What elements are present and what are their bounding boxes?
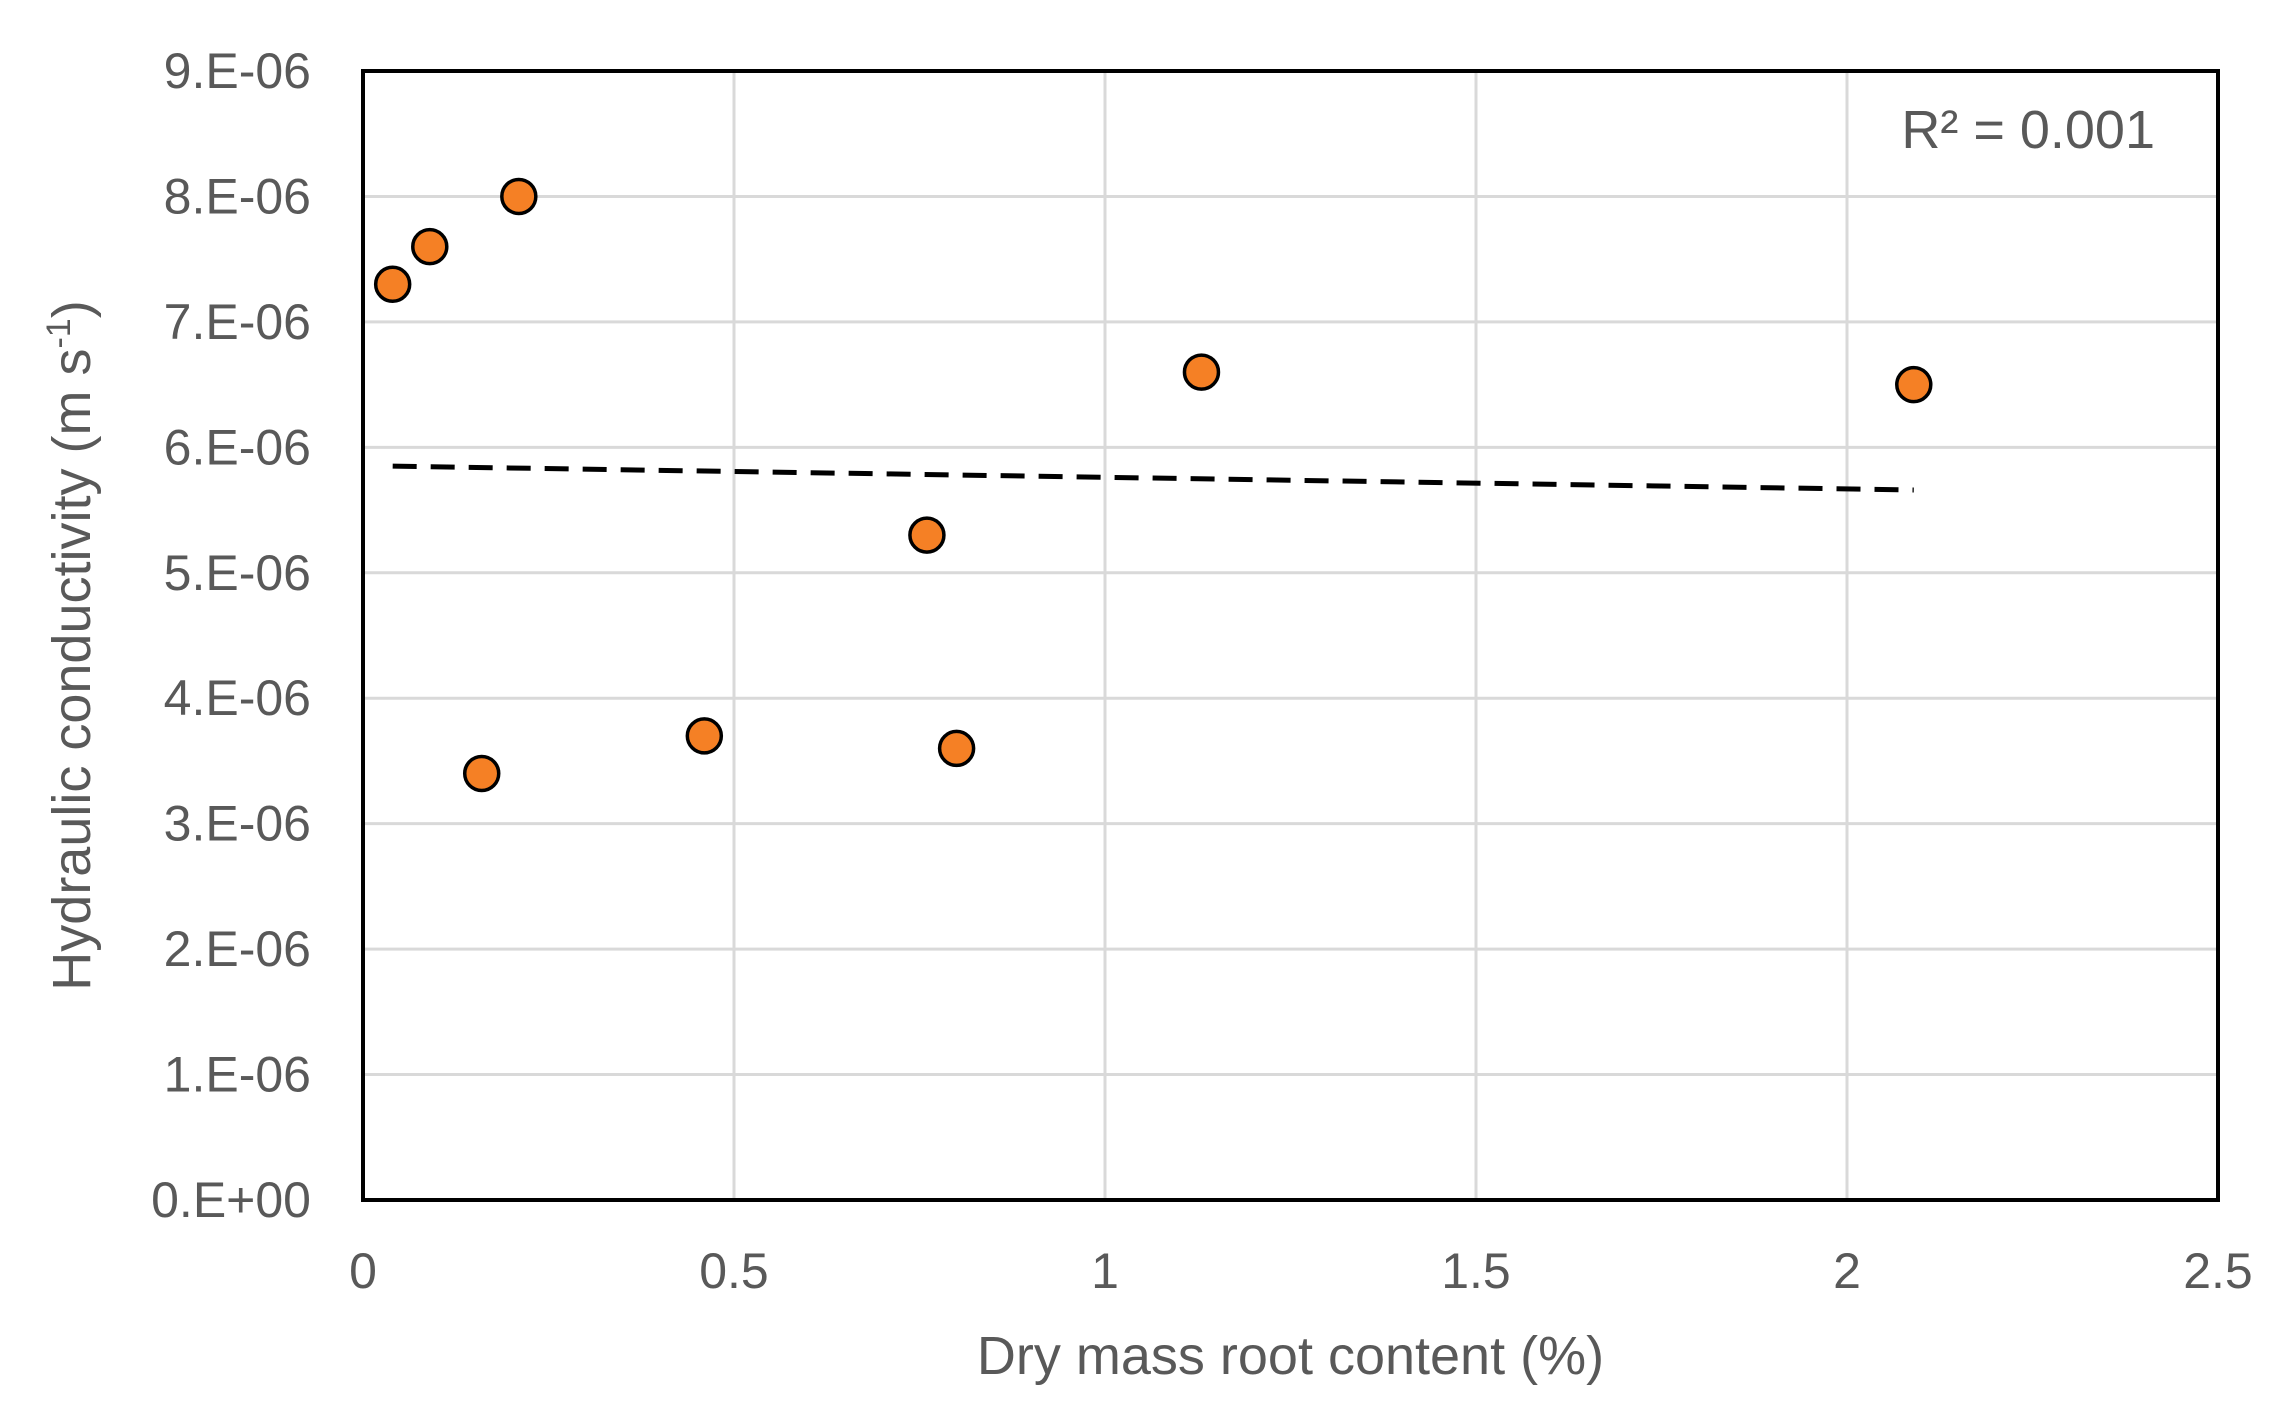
y-axis-title: Hydraulic conductivity (m s-1) <box>40 300 102 990</box>
x-tick-label: 2.5 <box>2183 1243 2253 1299</box>
x-axis-title: Dry mass root content (%) <box>977 1326 1604 1386</box>
x-tick-label: 0 <box>349 1243 377 1299</box>
y-tick-label: 3.E-06 <box>164 796 311 852</box>
y-tick-label: 1.E-06 <box>164 1047 311 1103</box>
trendline-group <box>392 463 1914 493</box>
data-point <box>411 227 449 266</box>
data-points <box>373 177 1933 793</box>
data-point <box>1895 365 1933 404</box>
gridlines <box>363 71 2218 1200</box>
y-tick-label: 5.E-06 <box>164 545 311 601</box>
data-point <box>1182 353 1221 391</box>
x-tick-label: 2 <box>1833 1243 1861 1299</box>
r-squared-annotation: R² = 0.001 <box>1901 100 2155 160</box>
data-point <box>937 729 976 768</box>
data-point <box>462 754 501 793</box>
data-point <box>908 516 946 554</box>
data-point <box>373 265 412 304</box>
y-tick-label: 6.E-06 <box>164 419 311 475</box>
y-tick-label: 4.E-06 <box>164 670 311 726</box>
y-axis-title-close: ) <box>42 300 102 318</box>
y-tick-label: 8.E-06 <box>164 168 311 224</box>
x-tick-label: 1.5 <box>1441 1243 1511 1299</box>
y-tick-label: 0.E+00 <box>151 1172 311 1228</box>
y-axis-tick-labels: 0.E+00 1.E-06 2.E-06 3.E-06 4.E-06 5.E-06 6.E-… <box>151 43 311 1228</box>
x-tick-label: 1 <box>1091 1243 1119 1299</box>
y-tick-label: 2.E-06 <box>164 921 311 977</box>
data-point <box>500 177 538 216</box>
data-point <box>685 717 724 755</box>
x-axis-tick-labels: 0 0.5 1 1.5 2 2.5 <box>349 1243 2253 1299</box>
plot-area-border <box>361 69 2220 1202</box>
linear-trendline <box>392 463 1914 493</box>
x-tick-label: 0.5 <box>699 1243 769 1299</box>
y-tick-label: 9.E-06 <box>164 43 311 99</box>
y-axis-title-main: Hydraulic conductivity (m s <box>42 349 102 991</box>
y-tick-label: 7.E-06 <box>164 294 311 350</box>
y-axis-title-superscript: -1 <box>40 318 78 348</box>
